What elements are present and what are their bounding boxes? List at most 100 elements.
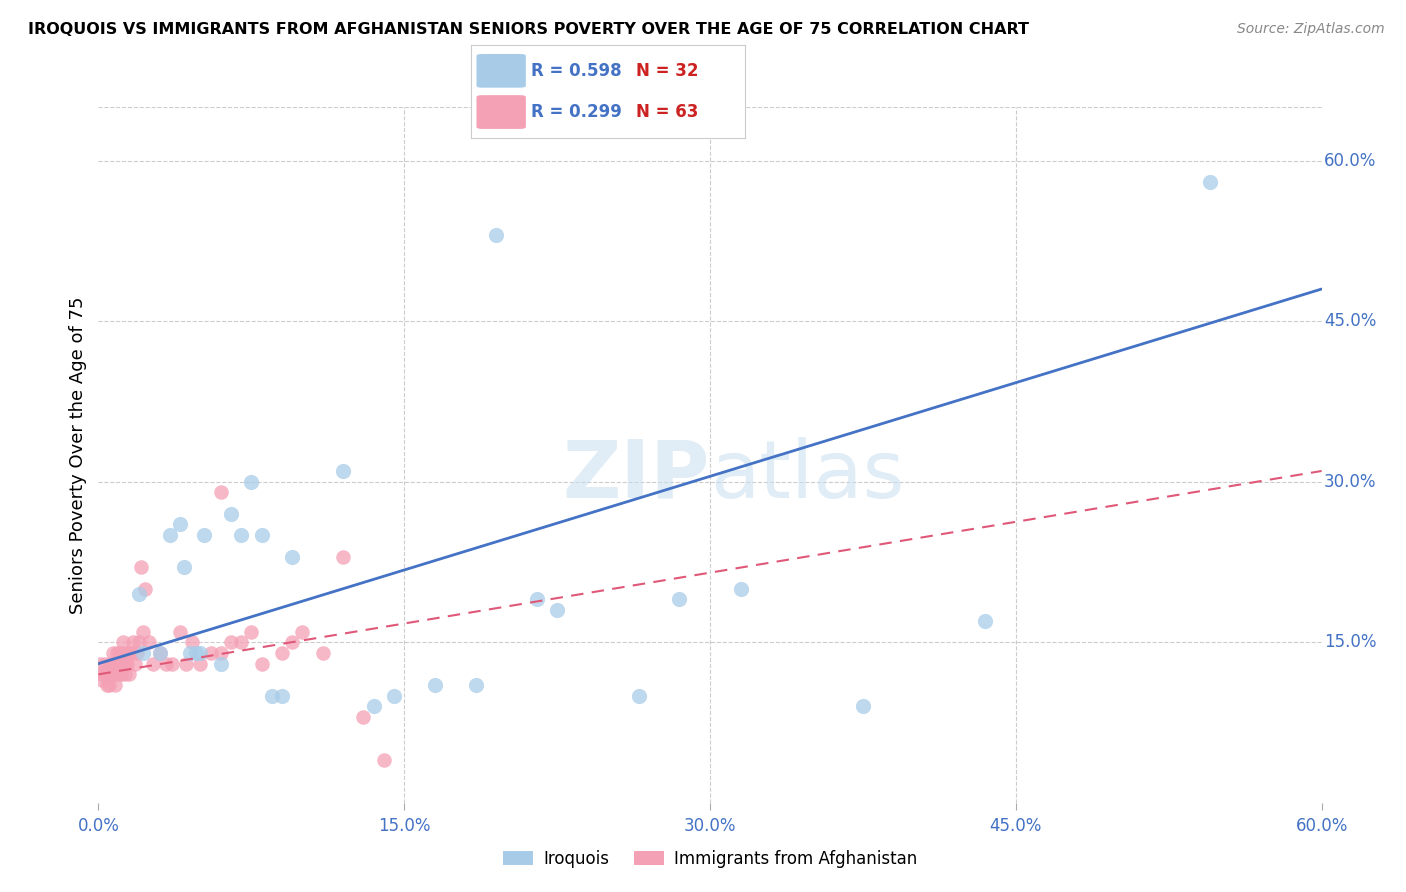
Point [250, 657, 273, 671]
Point [129, 560, 152, 574]
Point [134, 582, 156, 596]
Point [169, 624, 191, 639]
Point [174, 657, 197, 671]
Point [730, 582, 752, 596]
Point [281, 635, 304, 649]
Text: R = 0.299: R = 0.299 [531, 103, 623, 121]
Point [111, 646, 134, 660]
Point [89, 657, 111, 671]
Text: 45.0%: 45.0% [1324, 312, 1376, 330]
Point [270, 646, 294, 660]
Point [193, 528, 215, 542]
Text: N = 63: N = 63 [636, 103, 697, 121]
Point [108, 667, 131, 681]
Point [101, 657, 124, 671]
Point [110, 667, 132, 681]
Text: IROQUOIS VS IMMIGRANTS FROM AFGHANISTAN SENIORS POVERTY OVER THE AGE OF 75 CORRE: IROQUOIS VS IMMIGRANTS FROM AFGHANISTAN … [28, 22, 1029, 37]
Point [96, 667, 118, 681]
Point [101, 646, 124, 660]
Point [219, 507, 242, 521]
Point [127, 646, 149, 660]
Point [186, 646, 208, 660]
Point [132, 646, 155, 660]
Point [291, 624, 314, 639]
Point [111, 635, 134, 649]
Point [231, 635, 253, 649]
FancyBboxPatch shape [477, 95, 526, 129]
Point [332, 549, 354, 564]
Point [852, 699, 875, 714]
Point [260, 689, 283, 703]
Point [100, 657, 122, 671]
Point [423, 678, 446, 692]
Point [209, 646, 232, 660]
Point [118, 646, 141, 660]
Point [100, 667, 122, 681]
Text: Source: ZipAtlas.com: Source: ZipAtlas.com [1237, 22, 1385, 37]
Point [974, 614, 997, 628]
Point [159, 528, 181, 542]
Point [132, 624, 155, 639]
Point [169, 517, 191, 532]
Text: 60.0%: 60.0% [1324, 152, 1376, 169]
Point [93, 657, 115, 671]
Point [332, 464, 354, 478]
Point [155, 657, 177, 671]
Text: 30.0%: 30.0% [1324, 473, 1376, 491]
Point [668, 592, 690, 607]
Text: N = 32: N = 32 [636, 62, 697, 79]
Point [382, 689, 405, 703]
Point [173, 560, 195, 574]
Point [188, 657, 212, 671]
Point [526, 592, 548, 607]
Point [281, 549, 304, 564]
Point [104, 678, 127, 692]
Point [101, 667, 124, 681]
Point [546, 603, 568, 617]
Point [128, 587, 150, 601]
Point [118, 667, 141, 681]
Point [124, 657, 146, 671]
Point [627, 689, 650, 703]
Point [110, 657, 132, 671]
Point [373, 753, 395, 767]
Point [97, 667, 120, 681]
Point [200, 646, 222, 660]
Text: ZIP: ZIP [562, 437, 710, 515]
Point [96, 678, 118, 692]
Point [219, 635, 242, 649]
Point [108, 657, 131, 671]
Point [1198, 175, 1220, 189]
Point [312, 646, 335, 660]
Point [209, 657, 232, 671]
Point [149, 646, 172, 660]
Point [97, 678, 120, 692]
Y-axis label: Seniors Poverty Over the Age of 75: Seniors Poverty Over the Age of 75 [69, 296, 87, 614]
Point [91, 667, 114, 681]
Point [105, 657, 128, 671]
Point [352, 710, 374, 724]
Point [270, 689, 294, 703]
Point [115, 646, 138, 660]
Text: R = 0.598: R = 0.598 [531, 62, 621, 79]
Legend: Iroquois, Immigrants from Afghanistan: Iroquois, Immigrants from Afghanistan [496, 843, 924, 874]
Point [231, 528, 253, 542]
Point [100, 657, 122, 671]
Point [114, 657, 136, 671]
Point [485, 228, 508, 243]
FancyBboxPatch shape [477, 54, 526, 87]
Point [138, 635, 160, 649]
Point [128, 635, 150, 649]
Point [179, 646, 201, 660]
Point [105, 646, 128, 660]
Point [209, 485, 232, 500]
Text: atlas: atlas [710, 437, 904, 515]
Point [250, 528, 273, 542]
Point [120, 646, 142, 660]
Point [104, 667, 127, 681]
Point [122, 635, 145, 649]
Point [114, 667, 136, 681]
Point [142, 657, 165, 671]
Point [93, 667, 115, 681]
Text: 15.0%: 15.0% [1324, 633, 1376, 651]
